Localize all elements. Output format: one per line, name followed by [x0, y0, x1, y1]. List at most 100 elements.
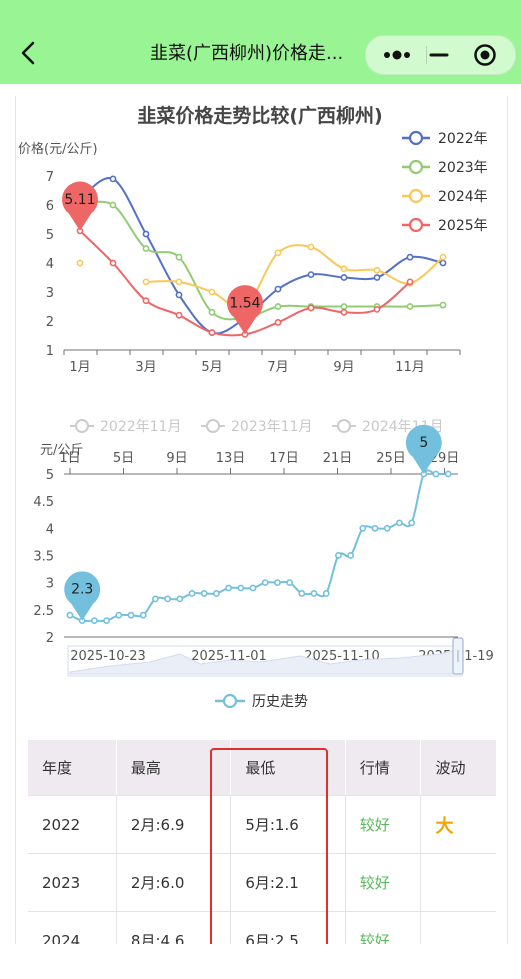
history-point [212, 590, 220, 597]
history-marker-shape [405, 424, 442, 474]
legend-marker [408, 159, 424, 175]
max-min-marker: 5.11 [62, 181, 99, 231]
data-point [406, 253, 414, 261]
data-point [175, 253, 183, 261]
data-point [208, 308, 216, 316]
history-point [383, 524, 391, 532]
date-tick-label: 2025-11-01 [191, 649, 267, 664]
x-tick-label: 9月 [333, 360, 354, 375]
data-point [142, 230, 150, 238]
history-point [261, 579, 269, 586]
data-zoom-slider[interactable] [67, 637, 464, 677]
data-point [439, 253, 447, 261]
capsule-divider [426, 46, 427, 64]
compare-legend-marker [75, 419, 89, 433]
header-year: 年度 [28, 740, 117, 796]
history-point [395, 519, 403, 527]
y-tick-label: 5 [46, 468, 54, 483]
data-point [142, 297, 150, 305]
history-point [286, 579, 293, 586]
day-tick-label: 9日 [166, 451, 187, 466]
history-point [249, 584, 257, 592]
data-point [274, 285, 282, 293]
more-dots-icon[interactable] [382, 44, 412, 66]
compare-legend-marker [206, 419, 220, 433]
x-tick-label: 1月 [69, 360, 90, 375]
history-point [115, 611, 123, 619]
max-min-marker-label: 5.11 [64, 192, 95, 208]
data-point [406, 303, 414, 310]
minimize-icon[interactable] [428, 44, 450, 66]
history-point [408, 519, 415, 527]
data-point [175, 311, 183, 319]
chevron-left-icon[interactable] [18, 40, 40, 66]
header-trend: 行情 [345, 740, 422, 796]
day-tick-label: 25日 [376, 451, 406, 466]
x-tick-label: 11月 [395, 360, 425, 375]
data-point [373, 266, 381, 274]
history-marker-shape [64, 571, 101, 621]
y-tick-label: 7 [46, 170, 54, 185]
history-point [237, 584, 245, 592]
date-tick-label: 2025-10-23 [70, 649, 146, 664]
y-tick-label: 4 [46, 522, 54, 537]
page-title: 韭菜(广西柳州)价格走... [150, 43, 344, 64]
compare-legend-label: 2023年11月 [231, 419, 312, 435]
day-tick-label: 1日 [59, 451, 80, 466]
bottom-fade [0, 944, 521, 979]
data-point [439, 301, 447, 309]
mini-program-capsule [365, 35, 516, 75]
y-tick-label: 5 [46, 228, 54, 243]
yearly-price-comparison-chart: 韭菜价格走势比较(广西柳州) 价格(元/公斤) 1 2 3 4 5 6 7 1月 3月 5月 7月 9月 1… [18, 104, 488, 375]
max-min-marker: 1.54 [226, 285, 263, 335]
data-point [274, 303, 282, 310]
legend-label: 2023年 [438, 160, 488, 176]
data-point [274, 249, 282, 257]
cell-year: 2023 [28, 853, 117, 912]
data-point [274, 319, 282, 326]
history-marker-label: 2.3 [71, 582, 93, 598]
chart-title: 韭菜价格走势比较(广西柳州) [137, 104, 382, 127]
max-min-marker-label: 1.54 [229, 295, 260, 311]
legend-label: 2024年 [438, 189, 488, 205]
data-point [439, 259, 447, 267]
history-point [66, 611, 74, 619]
y-tick-label: 2.5 [33, 604, 54, 619]
data-point [406, 278, 414, 286]
legend-marker [408, 130, 424, 146]
history-point [127, 611, 135, 619]
data-point [340, 274, 348, 281]
y-tick-label: 3 [46, 286, 54, 301]
data-point [175, 278, 183, 286]
compare-legend-label: 2022年11月 [100, 419, 181, 435]
price-summary-table: 年度 最高 最低 行情 波动 2022 2月:6.9 5月:1.6 较好 大 2… [28, 740, 496, 970]
history-point [200, 590, 208, 597]
data-point [142, 278, 150, 286]
history-point [103, 617, 110, 625]
data-point [307, 271, 315, 278]
day-tick-label: 13日 [216, 451, 246, 466]
record-circle-icon[interactable] [473, 43, 497, 67]
y-tick-label: 2 [46, 315, 54, 330]
data-point [175, 291, 183, 299]
legend-label: 2025年 [438, 218, 488, 234]
history-point [151, 595, 159, 603]
data-point [208, 329, 216, 336]
cell-trend: 较好 [345, 853, 422, 912]
header-low: 最低 [230, 740, 346, 796]
cell-high: 2月:6.0 [116, 853, 232, 912]
day-tick-label: 21日 [323, 451, 353, 466]
legend-marker [408, 188, 424, 204]
compare-legend-marker [337, 419, 351, 433]
table-row: 2022 2月:6.9 5月:1.6 较好 大 [28, 795, 496, 854]
history-point [310, 590, 318, 597]
cell-low: 5月:1.6 [230, 795, 346, 854]
data-point [76, 259, 84, 267]
header-volatility: 波动 [420, 740, 496, 796]
data-point [109, 175, 117, 183]
history-marker: 5 [405, 424, 442, 474]
max-min-marker-shape [226, 285, 263, 335]
volatility-badge: 大 [435, 815, 454, 837]
cell-trend: 较好 [345, 795, 422, 854]
